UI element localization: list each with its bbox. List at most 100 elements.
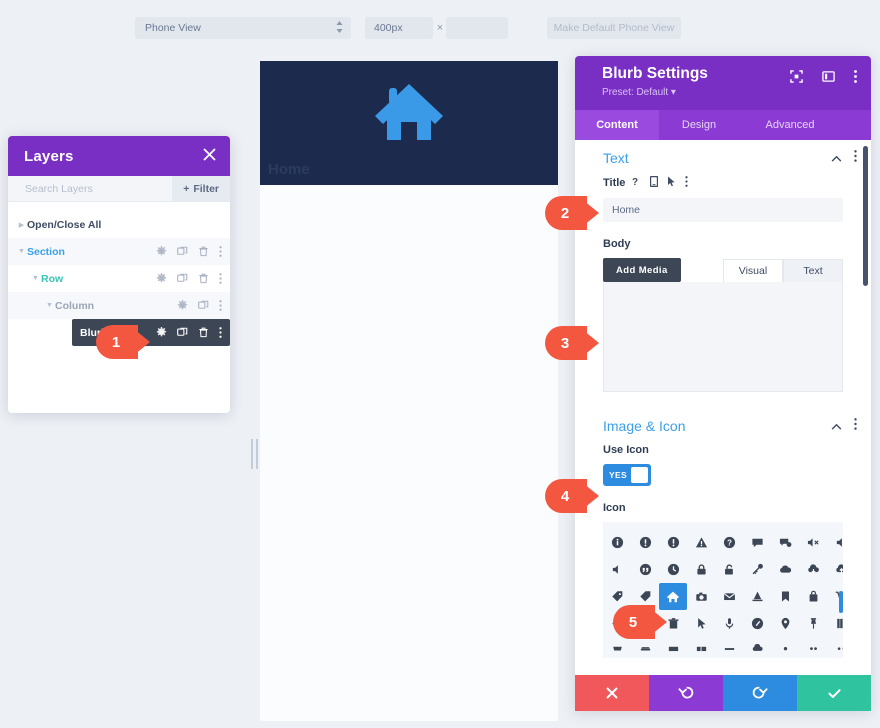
close-icon[interactable] xyxy=(203,147,216,165)
cone-icon[interactable] xyxy=(743,583,771,610)
responsive-icon[interactable] xyxy=(650,175,659,190)
twisty-icon[interactable]: ▼ xyxy=(32,275,39,282)
rows-icon[interactable] xyxy=(743,522,771,529)
duplicate-icon[interactable] xyxy=(177,327,188,338)
unlock-icon[interactable] xyxy=(715,556,743,583)
panel-icon[interactable] xyxy=(771,522,799,529)
view-mode-select[interactable]: Phone View xyxy=(135,17,351,39)
tv-icon[interactable] xyxy=(659,522,687,529)
envelope-icon[interactable] xyxy=(715,583,743,610)
more-icon[interactable] xyxy=(219,273,222,284)
tab-text[interactable]: Text xyxy=(783,259,843,282)
tab-content[interactable]: Content xyxy=(575,110,659,140)
layout-icon[interactable] xyxy=(822,70,835,88)
more-icon[interactable] xyxy=(219,246,222,257)
volume-mute-icon[interactable] xyxy=(799,529,827,556)
columns-icon[interactable] xyxy=(827,522,843,529)
camera-icon[interactable] xyxy=(687,583,715,610)
archive-icon[interactable] xyxy=(687,637,715,658)
compass-icon[interactable] xyxy=(743,610,771,637)
trash-icon[interactable] xyxy=(198,273,209,284)
image-icon-section-header[interactable]: Image & Icon xyxy=(575,408,871,444)
more-icon[interactable] xyxy=(219,300,222,311)
question-circle-icon[interactable]: ? xyxy=(715,529,743,556)
more-icon[interactable] xyxy=(219,327,222,338)
minus-icon[interactable] xyxy=(715,522,743,529)
bag-icon[interactable] xyxy=(799,583,827,610)
cloud2-icon[interactable] xyxy=(743,637,771,658)
undo-button[interactable] xyxy=(649,675,723,711)
make-default-phone-view-button[interactable]: Make Default Phone View xyxy=(547,17,681,39)
labels-icon[interactable] xyxy=(631,583,659,610)
body-textarea[interactable] xyxy=(603,282,843,392)
layer-row-open-close-all[interactable]: ▶ Open/Close All xyxy=(8,211,230,238)
twisty-icon[interactable]: ▼ xyxy=(18,248,25,255)
gear-icon[interactable] xyxy=(156,273,167,284)
preset-selector[interactable]: Preset: Default ▾ xyxy=(602,87,676,98)
clock-icon[interactable] xyxy=(659,556,687,583)
cancel-button[interactable] xyxy=(575,675,649,711)
more-icon[interactable] xyxy=(854,417,857,435)
chevron-up-icon[interactable] xyxy=(831,417,842,435)
blurb-module-preview[interactable]: Home xyxy=(260,61,558,185)
trash-icon[interactable] xyxy=(198,327,209,338)
drawer-icon[interactable] xyxy=(631,522,659,529)
gear-icon[interactable] xyxy=(177,300,188,311)
comments-icon[interactable] xyxy=(771,529,799,556)
split-icon[interactable] xyxy=(799,522,827,529)
save-button[interactable] xyxy=(797,675,871,711)
more-icon[interactable] xyxy=(854,70,857,88)
lock-icon[interactable] xyxy=(687,556,715,583)
cloud-download-icon[interactable] xyxy=(799,556,827,583)
comment-icon[interactable] xyxy=(743,529,771,556)
layer-row-row[interactable]: ▼ Row xyxy=(8,265,230,292)
bucket-icon[interactable] xyxy=(603,637,631,658)
search-input[interactable]: Search Layers xyxy=(25,182,93,195)
focus-icon[interactable] xyxy=(790,70,803,88)
layer-row-column[interactable]: ▼ Column xyxy=(8,292,230,319)
add-media-button[interactable]: Add Media xyxy=(603,258,681,282)
crop-icon[interactable] xyxy=(603,522,631,529)
home-icon[interactable] xyxy=(659,583,687,610)
cloud-upload-icon[interactable] xyxy=(827,556,843,583)
inbox-icon[interactable] xyxy=(659,637,687,658)
exclamation-circle-icon[interactable] xyxy=(631,529,659,556)
viewport-width-input[interactable]: 400px xyxy=(365,17,433,39)
trash-icon[interactable] xyxy=(198,246,209,257)
warning-triangle-icon[interactable] xyxy=(687,529,715,556)
mic-icon[interactable] xyxy=(715,610,743,637)
duplicate-icon[interactable] xyxy=(177,246,188,257)
book-icon[interactable] xyxy=(827,610,843,637)
more-icon[interactable] xyxy=(685,176,689,190)
filter-button[interactable]: + Filter xyxy=(172,175,230,202)
preview-resize-handle[interactable] xyxy=(247,438,261,470)
viewport-height-input[interactable] xyxy=(446,17,508,39)
dots2-icon[interactable] xyxy=(799,637,827,658)
panel-scrollbar[interactable] xyxy=(863,146,868,286)
bookmark-icon[interactable] xyxy=(771,583,799,610)
gear-icon[interactable] xyxy=(156,327,167,338)
use-icon-toggle[interactable]: YES xyxy=(603,464,651,486)
cursor-icon[interactable] xyxy=(687,610,715,637)
more-icon[interactable] xyxy=(854,149,857,167)
key-icon[interactable] xyxy=(743,556,771,583)
icon-grid-scrollbar[interactable] xyxy=(839,591,843,613)
title-input[interactable]: Home xyxy=(603,198,843,222)
quote-icon[interactable] xyxy=(631,556,659,583)
info-circle-icon[interactable] xyxy=(603,529,631,556)
text-section-header[interactable]: Text xyxy=(575,140,871,176)
chevron-up-icon[interactable] xyxy=(831,149,842,167)
dots3-icon[interactable] xyxy=(827,637,843,658)
trash-icon[interactable] xyxy=(659,610,687,637)
icon-picker-grid[interactable]: ? xyxy=(603,522,843,658)
tag-icon[interactable] xyxy=(603,583,631,610)
hover-icon[interactable] xyxy=(667,176,676,190)
exclamation-round-icon[interactable] xyxy=(659,529,687,556)
dot-icon[interactable] xyxy=(771,637,799,658)
layer-row-section[interactable]: ▼ Section xyxy=(8,238,230,265)
window-icon[interactable] xyxy=(687,522,715,529)
twisty-icon[interactable]: ▶ xyxy=(18,221,25,229)
tab-visual[interactable]: Visual xyxy=(723,259,783,282)
cloud-icon[interactable] xyxy=(771,556,799,583)
gear-icon[interactable] xyxy=(156,246,167,257)
